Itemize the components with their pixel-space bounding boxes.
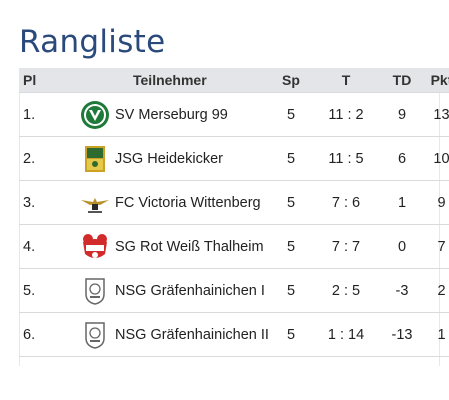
column-header-team[interactable]: Teilnehmer: [115, 68, 271, 93]
goal-diff-cell: 0: [381, 224, 423, 269]
goal-diff-cell: -3: [381, 268, 423, 313]
place-cell: 5.: [19, 268, 75, 313]
place-cell: 6.: [19, 312, 75, 357]
table-row[interactable]: 4. SG Rot Weiß Thalheim 5 7 : 7 0 7: [19, 224, 449, 269]
column-header-place[interactable]: Pl: [19, 68, 75, 93]
points-cell: 1: [423, 312, 449, 357]
goal-diff-cell: 1: [381, 180, 423, 225]
team-name[interactable]: SV Merseburg 99: [115, 92, 271, 137]
games-cell: 5: [271, 92, 311, 137]
place-cell: 3.: [19, 180, 75, 225]
column-header-points[interactable]: Pkt: [423, 68, 449, 93]
page-title: Rangliste: [19, 24, 166, 60]
team-name[interactable]: SG Rot Weiß Thalheim: [115, 224, 271, 269]
points-cell: 10: [423, 136, 449, 181]
standings-table: Pl Teilnehmer Sp T TD Pkt 1.: [19, 68, 449, 357]
goal-diff-cell: 9: [381, 92, 423, 137]
table-header-row: Pl Teilnehmer Sp T TD Pkt: [19, 68, 449, 93]
points-cell: 9: [423, 180, 449, 225]
merseburg-crest-icon: [80, 100, 110, 130]
table-row[interactable]: 6. NSG Gräfenhainichen II 5 1 : 14 -13 1: [19, 312, 449, 357]
games-cell: 5: [271, 268, 311, 313]
table-row[interactable]: 1. SV Merseburg 99 5 11 : 2 9 13: [19, 92, 449, 137]
points-cell: 7: [423, 224, 449, 269]
column-header-games[interactable]: Sp: [271, 68, 311, 93]
goals-cell: 7 : 7: [311, 224, 381, 269]
points-cell: 2: [423, 268, 449, 313]
points-cell: 13: [423, 92, 449, 137]
column-header-goal-diff[interactable]: TD: [381, 68, 423, 93]
goals-cell: 1 : 14: [311, 312, 381, 357]
column-header-goals[interactable]: T: [311, 68, 381, 93]
goals-cell: 2 : 5: [311, 268, 381, 313]
team-name[interactable]: FC Victoria Wittenberg: [115, 180, 271, 225]
goal-diff-cell: 6: [381, 136, 423, 181]
place-cell: 2.: [19, 136, 75, 181]
heidekicker-crest-icon: [80, 144, 110, 174]
table-row[interactable]: 5. NSG Gräfenhainichen I 5 2 : 5 -3 2: [19, 268, 449, 313]
team-name[interactable]: NSG Gräfenhainichen II: [115, 312, 271, 357]
goals-cell: 11 : 5: [311, 136, 381, 181]
table-row[interactable]: 2. JSG Heidekicker 5 11 : 5 6 10: [19, 136, 449, 181]
place-cell: 4.: [19, 224, 75, 269]
table-row[interactable]: 3. FC Victoria Wittenberg 5 7 : 6 1 9: [19, 180, 449, 225]
thalheim-crest-icon: [80, 232, 110, 262]
goal-diff-cell: -13: [381, 312, 423, 357]
graefenhainichen-crest-icon: [80, 276, 110, 306]
games-cell: 5: [271, 312, 311, 357]
place-cell: 1.: [19, 92, 75, 137]
column-header-logo: [75, 68, 115, 93]
team-name[interactable]: NSG Gräfenhainichen I: [115, 268, 271, 313]
goals-cell: 7 : 6: [311, 180, 381, 225]
goals-cell: 11 : 2: [311, 92, 381, 137]
team-name[interactable]: JSG Heidekicker: [115, 136, 271, 181]
games-cell: 5: [271, 136, 311, 181]
victoria-eagle-crest-icon: [80, 188, 110, 218]
graefenhainichen-crest-icon: [80, 320, 110, 350]
games-cell: 5: [271, 224, 311, 269]
games-cell: 5: [271, 180, 311, 225]
